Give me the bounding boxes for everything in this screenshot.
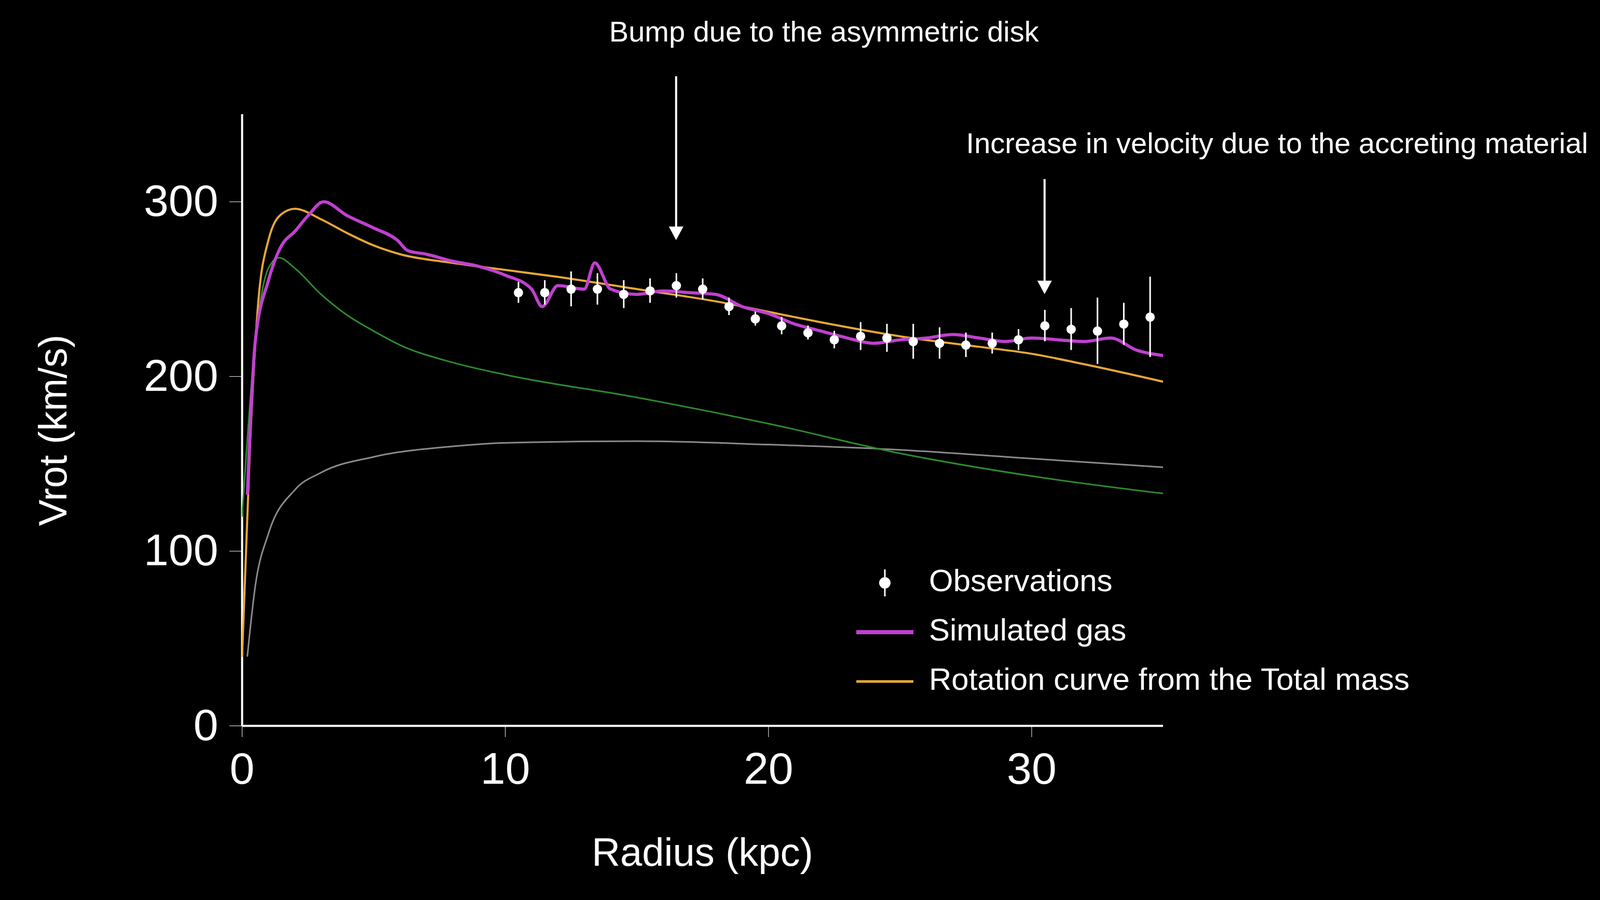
svg-text:100: 100 [143,524,219,575]
svg-text:30: 30 [1006,743,1057,793]
svg-text:Vrot (km/s): Vrot (km/s) [30,334,75,527]
svg-text:Increase in velocity due to th: Increase in velocity due to the accretin… [966,126,1589,160]
svg-text:10: 10 [480,743,531,793]
svg-text:200: 200 [143,350,219,401]
svg-text:Bump due to the asymmetric dis: Bump due to the asymmetric disk [609,15,1040,48]
svg-text:300: 300 [143,175,219,226]
svg-text:Rotation curve from the Total: Rotation curve from the Total mass [928,661,1410,697]
svg-text:20: 20 [743,743,794,793]
svg-text:0: 0 [229,743,255,793]
svg-text:Simulated gas: Simulated gas [928,612,1127,648]
svg-text:Observations: Observations [928,563,1113,598]
svg-text:0: 0 [193,699,219,750]
svg-text:Radius (kpc): Radius (kpc) [591,829,814,874]
